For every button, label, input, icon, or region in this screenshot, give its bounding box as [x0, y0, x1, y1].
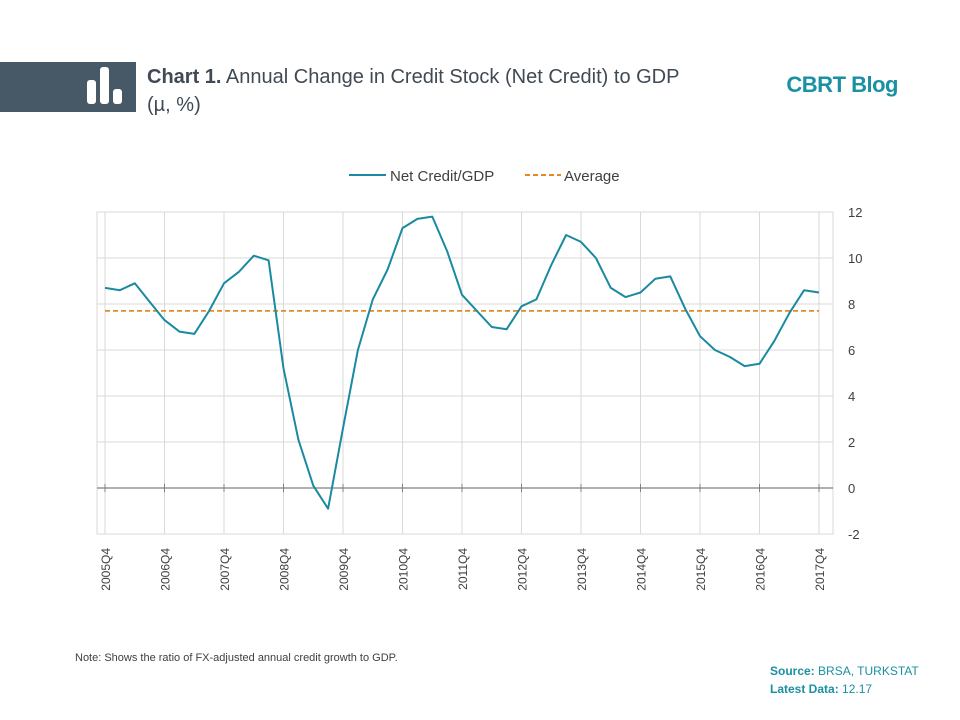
source-line: Source: BRSA, TURKSTAT [770, 662, 919, 680]
y-tick-label: 4 [848, 389, 855, 404]
y-tick-label: 6 [848, 343, 855, 358]
net-credit-point [177, 330, 181, 334]
net-credit-point [252, 254, 256, 258]
x-tick-label: 2008Q4 [278, 548, 292, 591]
net-credit-point [609, 286, 613, 290]
net-credit-point [415, 217, 419, 221]
source-label: Source: [770, 664, 815, 678]
net-credit-point [118, 288, 122, 292]
y-tick-label: 0 [848, 481, 855, 496]
net-credit-point [445, 249, 449, 253]
x-tick-label: 2011Q4 [456, 548, 470, 590]
latest-data-value: 12.17 [838, 682, 873, 696]
net-credit-point [713, 348, 717, 352]
net-credit-point [133, 281, 137, 285]
legend-label-average: Average [564, 168, 620, 185]
latest-data-label: Latest Data: [770, 682, 839, 696]
net-credit-point [743, 364, 747, 368]
chart-icon-box [0, 62, 136, 112]
net-credit-point [668, 274, 672, 278]
latest-data-line: Latest Data: 12.17 [770, 680, 919, 698]
net-credit-point [371, 297, 375, 301]
net-credit-point [341, 426, 345, 430]
net-credit-point [639, 291, 643, 295]
net-credit-point [653, 277, 657, 281]
chart-title-text: Annual Change in Credit Stock (Net Credi… [147, 66, 680, 116]
net-credit-point [282, 366, 286, 370]
net-credit-point [772, 339, 776, 343]
net-credit-point [758, 362, 762, 366]
chart-title: Chart 1. Annual Change in Credit Stock (… [147, 63, 707, 119]
net-credit-point [401, 226, 405, 230]
net-credit-point [549, 263, 553, 267]
net-credit-point [490, 325, 494, 329]
brand-logo-text: CBRT Blog [786, 72, 898, 97]
y-tick-label: 2 [848, 435, 855, 450]
y-tick-label: 8 [848, 297, 855, 312]
x-tick-label: 2005Q4 [99, 548, 113, 591]
x-tick-label: 2009Q4 [337, 548, 351, 591]
net-credit-point [148, 300, 152, 304]
x-tick-label: 2014Q4 [635, 548, 649, 591]
x-tick-label: 2007Q4 [218, 548, 232, 591]
chart-title-lead: Chart 1. [147, 66, 222, 88]
net-credit-point [103, 286, 107, 290]
net-credit-point [222, 281, 226, 285]
net-credit-point [460, 293, 464, 297]
source-value: BRSA, TURKSTAT [814, 664, 919, 678]
net-credit-point [356, 348, 360, 352]
net-credit-point [207, 309, 211, 313]
net-credit-point [579, 240, 583, 244]
net-credit-point [594, 256, 598, 260]
net-credit-point [192, 332, 196, 336]
net-credit-point [728, 355, 732, 359]
source-block: Source: BRSA, TURKSTAT Latest Data: 12.1… [770, 662, 919, 698]
net-credit-point [163, 318, 167, 322]
net-credit-point [267, 258, 271, 262]
x-tick-label: 2010Q4 [397, 548, 411, 591]
net-credit-point [564, 233, 568, 237]
net-credit-point [802, 288, 806, 292]
line-chart: -2 0 2 4 6 8 10 12 2005Q4 2006Q4 2007Q4 2008Q4 2009Q… [96, 168, 862, 591]
x-tick-label: 2016Q4 [754, 548, 768, 591]
net-credit-point [326, 507, 330, 511]
legend-label-net-credit: Net Credit/GDP [390, 168, 494, 185]
net-credit-point [698, 334, 702, 338]
chart-note: Note: Shows the ratio of FX-adjusted ann… [75, 652, 398, 664]
x-tick-label: 2006Q4 [159, 548, 173, 591]
net-credit-point [237, 270, 241, 274]
bar-chart-icon [87, 67, 122, 104]
net-credit-point [520, 304, 524, 308]
net-credit-line [104, 215, 820, 510]
net-credit-point [624, 295, 628, 299]
net-credit-point [475, 309, 479, 313]
net-credit-point [817, 291, 821, 295]
net-credit-point [683, 307, 687, 311]
net-credit-point [386, 268, 390, 272]
x-tick-label: 2017Q4 [813, 548, 827, 591]
x-tick-label: 2012Q4 [516, 548, 530, 591]
x-tick-label: 2015Q4 [694, 548, 708, 591]
net-credit-point [311, 484, 315, 488]
y-tick-label: 12 [848, 205, 862, 220]
y-tick-label: -2 [848, 527, 860, 542]
x-tick-label: 2013Q4 [575, 548, 589, 591]
y-tick-label: 10 [848, 251, 862, 266]
net-credit-point [430, 215, 434, 219]
plot-frame [96, 211, 834, 535]
net-credit-point [296, 438, 300, 442]
net-credit-point [534, 297, 538, 301]
net-credit-point [787, 311, 791, 315]
net-credit-point [505, 327, 509, 331]
